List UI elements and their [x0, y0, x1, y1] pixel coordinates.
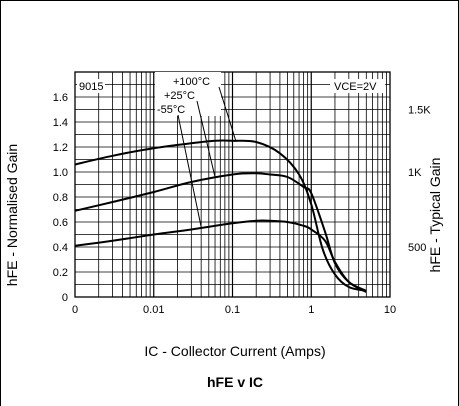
- x-tick-label: 1: [308, 304, 314, 316]
- x-tick-label: 10: [384, 304, 396, 316]
- y-axis-title-right: hFE - Typical Gain: [427, 158, 443, 273]
- y-tick-label: 1.2: [53, 142, 68, 154]
- right-tick-labels: 500 1K 1.5K: [408, 105, 431, 255]
- x-tick-label: 0: [72, 304, 78, 316]
- y-tick-label: 0.4: [53, 242, 68, 254]
- right-tick-label: 1K: [408, 167, 422, 179]
- y-tick-label: 0.2: [53, 267, 68, 279]
- curve-minus-55c: [74, 219, 367, 293]
- y-tick-label: 0.6: [53, 217, 68, 229]
- condition-label-box: [330, 79, 385, 93]
- condition-label: VCE=2V: [334, 81, 377, 93]
- y-tick-label: 0.8: [53, 192, 68, 204]
- series-lines: [74, 139, 367, 293]
- part-label: 9015: [79, 81, 103, 93]
- leader-line: [177, 114, 202, 228]
- x-tick-label: 0.01: [143, 304, 164, 316]
- series-leader-lines: [177, 86, 237, 228]
- x-axis-title: IC - Collector Current (Amps): [144, 343, 325, 359]
- x-tick-labels: 0 0.01 0.1 1 10: [72, 304, 396, 316]
- y-tick-label: 0: [62, 292, 68, 304]
- y-tick-label: 1.6: [53, 92, 68, 104]
- y-axis-title-left: hFE - Normalised Gain: [4, 144, 20, 286]
- right-tick-label: 500: [408, 242, 426, 254]
- curve-plus-100c: [74, 139, 367, 292]
- series-label-100: +100°C: [173, 76, 210, 88]
- series-label-55: -55°C: [157, 104, 185, 116]
- right-tick-label: 1.5K: [408, 105, 431, 117]
- y-tick-label: 1.4: [53, 117, 68, 129]
- x-tick-label: 0.1: [225, 304, 240, 316]
- series-label-box: [155, 72, 221, 116]
- plot-border: [74, 71, 391, 298]
- y-tick-label: 1.0: [53, 167, 68, 179]
- plot-grid: [75, 72, 390, 297]
- series-label-25: +25°C: [164, 90, 195, 102]
- part-label-box: [77, 79, 105, 93]
- leader-line: [218, 86, 237, 141]
- y-tick-labels: 0 0.2 0.4 0.6 0.8 1.0 1.2 1.4 1.6: [53, 92, 68, 304]
- chart-caption: hFE v IC: [207, 374, 263, 390]
- leader-line: [196, 100, 216, 178]
